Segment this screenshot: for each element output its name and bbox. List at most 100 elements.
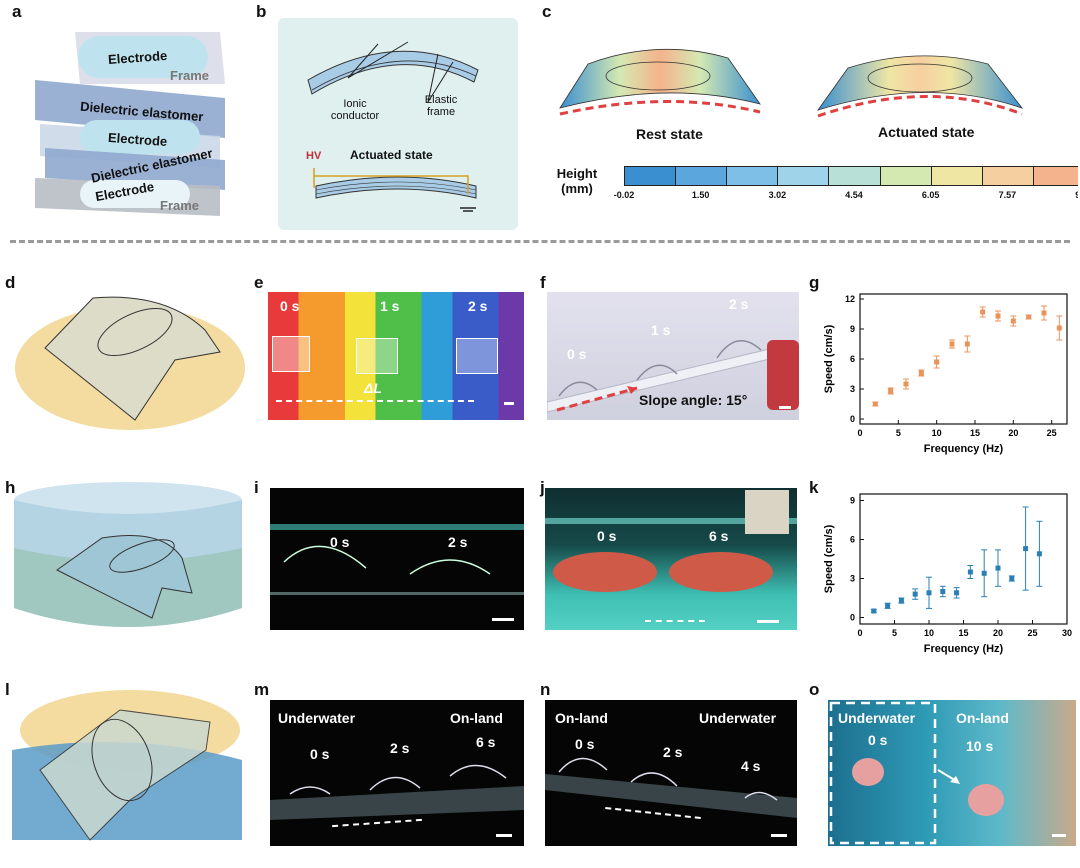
scale-bar-n (771, 834, 787, 837)
data-point (934, 359, 940, 365)
colorbar-segment (982, 167, 1034, 185)
panel-a-layer-stack: Electrode Frame Dielectric elastomer Ele… (20, 18, 250, 218)
panel-c-height-maps: Rest state Actuated state Height (mm) -0… (548, 18, 1078, 232)
panel-d-land-illustration (15, 290, 245, 440)
panel-label-k: k (809, 478, 819, 497)
delta-l-label: ΔL (364, 380, 382, 396)
data-point (903, 381, 909, 387)
data-point (1009, 576, 1015, 581)
time-label-e-1: 1 s (380, 298, 400, 314)
land-robot-illustration (15, 296, 245, 430)
x-tick-label: 25 (1047, 428, 1057, 438)
colorbar-segment (1033, 167, 1078, 185)
plot-frame (859, 293, 1068, 425)
scale-bar-f (779, 406, 791, 409)
data-point (995, 313, 1001, 319)
data-point (1010, 318, 1016, 324)
panel-b-schematic: Ionic conductor Elastic frame Actuated s… (278, 18, 518, 230)
colorbar-segment (880, 167, 932, 185)
panel-h-underwater-illustration (12, 478, 244, 638)
y-axis-label: Speed (cm/s) (823, 524, 835, 593)
colorbar-segment (778, 167, 830, 185)
time-label-n-0: 0 s (575, 736, 595, 752)
plot-frame (859, 493, 1068, 625)
panel-label-h: h (5, 478, 16, 497)
data-point (980, 309, 986, 315)
data-point (964, 341, 970, 347)
height-colorbar (624, 166, 1078, 186)
robot-position-1s (356, 338, 398, 374)
data-point (912, 591, 918, 597)
data-point (1026, 314, 1032, 320)
data-point (872, 401, 878, 407)
panel-label-b: b (256, 2, 267, 21)
label-o-on-land: On-land (956, 710, 1009, 726)
data-point (898, 598, 904, 604)
transition-scene-o (829, 701, 1004, 845)
tank-scene-m (270, 764, 524, 820)
time-label-o-0: 0 s (868, 732, 888, 748)
amphibious-robot-illustration (12, 690, 242, 841)
colorbar-segment (931, 167, 983, 185)
y-tick-label: 12 (845, 294, 855, 304)
height-map-illustrations (559, 48, 1024, 118)
y-tick-label: 9 (850, 324, 855, 334)
x-tick-label: 20 (993, 628, 1003, 638)
x-tick-label: 30 (1062, 628, 1072, 638)
tank-scene-n (545, 757, 797, 818)
panel-label-c: c (542, 2, 552, 21)
time-label-f-0: 0 s (567, 346, 587, 362)
x-tick-label: 5 (892, 628, 897, 638)
data-point (871, 608, 877, 614)
direction-arrow-j (645, 620, 705, 622)
panel-f-slope-photo: 0 s 1 s 2 s Slope angle: 15° (547, 292, 799, 420)
y-tick-label: 3 (850, 574, 855, 584)
label-actuated-state-b: Actuated state (350, 148, 433, 162)
slope-scene (547, 340, 799, 413)
label-actuated-state-c: Actuated state (878, 124, 975, 140)
panel-l-amphibious-illustration (10, 690, 244, 850)
colorbar-tick-label: 6.05 (921, 190, 940, 200)
chart-k-speed-underwater: 0 5 10 15 20 25 30 0 3 6 9 Frequency (Hz) Speed (cm/… (823, 493, 1072, 655)
data-point (1041, 310, 1047, 316)
data-point (888, 388, 894, 394)
data-point (1056, 325, 1062, 331)
slope-angle-label: Slope angle: 15° (639, 392, 748, 408)
panel-m-water-to-land-photo: Underwater On-land 0 s 2 s 6 s (270, 700, 524, 846)
actuator-cross-section-drawing (307, 41, 479, 212)
tank-scene-i (270, 524, 524, 595)
label-m-underwater: Underwater (278, 710, 356, 726)
time-label-i-0: 0 s (330, 534, 350, 550)
label-ionic-conductor: Ionic conductor (330, 98, 380, 122)
data-point (981, 570, 987, 576)
x-tick-label: 10 (932, 428, 942, 438)
time-label-n-2: 4 s (741, 758, 761, 774)
panel-j-shell-cargo-photo: 0 s 6 s (545, 488, 797, 630)
x-tick-label: 10 (924, 628, 934, 638)
robot-position-0s (272, 336, 310, 372)
data-point (1036, 551, 1042, 557)
label-n-underwater: Underwater (699, 710, 777, 726)
panel-o-shell-transition-photo: Underwater On-land 0 s 10 s (828, 700, 1076, 846)
time-label-j-0: 0 s (597, 528, 617, 544)
tank-scene-j (545, 490, 797, 592)
y-tick-label: 6 (850, 535, 855, 545)
y-tick-label: 0 (850, 613, 855, 623)
panel-label-a: a (12, 2, 22, 21)
colorbar-segment (727, 167, 779, 185)
robot-position-2s (456, 338, 498, 374)
underwater-robot-illustration (14, 482, 242, 627)
label-rest-state: Rest state (636, 126, 703, 142)
x-tick-label: 15 (958, 628, 968, 638)
panel-e-rainbow-photo: 0 s 1 s 2 s ΔL (268, 292, 524, 420)
data-point (940, 589, 946, 594)
scale-bar-o (1052, 834, 1066, 837)
panel-label-m: m (254, 680, 270, 699)
data-point (926, 590, 932, 596)
time-label-f-1: 1 s (651, 322, 671, 338)
panel-i-underwater-photo: 0 s 2 s (270, 488, 524, 630)
chart-g-speed-land: 0 5 10 15 20 25 0 3 6 9 12 Frequency (Hz) Speed (cm/… (823, 293, 1068, 455)
label-n-on-land: On-land (555, 710, 608, 726)
x-tick-label: 25 (1027, 628, 1037, 638)
